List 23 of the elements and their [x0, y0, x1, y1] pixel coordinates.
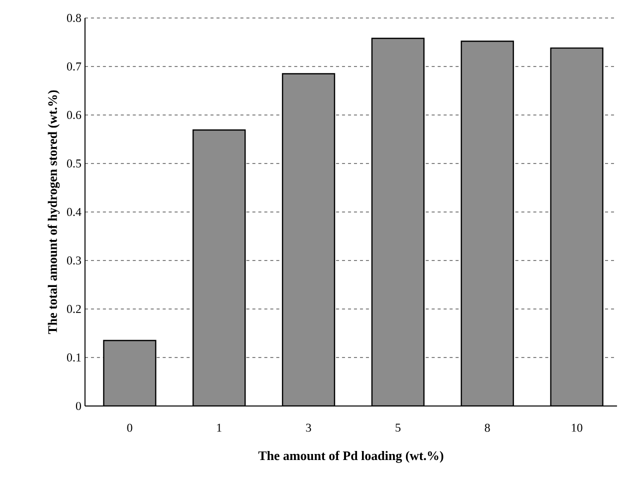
bar [282, 73, 336, 406]
y-tick-label: 0.8 [66, 14, 82, 22]
bar [371, 38, 425, 406]
x-tick-label: 0 [127, 424, 132, 432]
y-tick-label: 0.4 [66, 208, 82, 216]
y-tick-label: 0.3 [66, 256, 82, 265]
y-tick-label: 0.2 [66, 304, 81, 314]
y-tick-label: 0.7 [66, 62, 82, 71]
x-tick-label: 10 [572, 424, 582, 432]
x-tick-label: 5 [396, 424, 400, 432]
x-axis-title: The amount of Pd loading (wt.%) [258, 450, 444, 463]
x-tick-label: 3 [306, 424, 312, 432]
y-tick-label: 0 [76, 402, 82, 410]
x-tick-label: 1 [217, 424, 222, 432]
bar [103, 340, 156, 406]
bar [460, 40, 514, 406]
y-tick-label: 0.6 [66, 110, 82, 120]
x-tick-label: 8 [484, 424, 490, 432]
bar [550, 47, 604, 406]
y-tick-label: 0.1 [66, 353, 81, 362]
y-tick-label: 0.5 [66, 159, 82, 168]
bar [192, 129, 246, 406]
y-axis-title: The total amount of hydrogen stored (wt.%) [48, 90, 60, 334]
